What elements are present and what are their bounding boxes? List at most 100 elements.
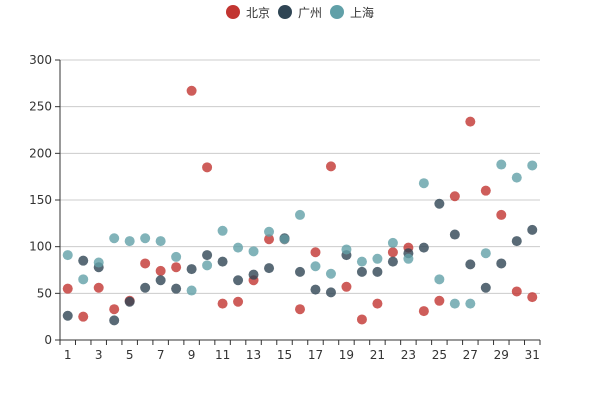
x-tick-label: 17	[308, 348, 323, 362]
scatter-point-series-1	[140, 282, 151, 293]
scatter-point-series-2	[341, 244, 352, 255]
scatter-point-series-2	[62, 250, 73, 261]
x-tick-label: 23	[401, 348, 416, 362]
scatter-point-series-2	[248, 246, 259, 257]
scatter-point-series-2	[387, 237, 398, 248]
scatter-point-series-2	[140, 233, 151, 244]
legend-item-shanghai[interactable]: 上海	[330, 4, 374, 21]
x-tick-label: 5	[126, 348, 134, 362]
scatter-point-series-0	[233, 296, 244, 307]
scatter-point-series-2	[511, 172, 522, 183]
scatter-point-series-0	[62, 283, 73, 294]
scatter-point-series-0	[418, 306, 429, 317]
scatter-point-series-2	[217, 225, 228, 236]
scatter-point-series-0	[295, 304, 305, 315]
y-tick-label: 150	[29, 193, 52, 207]
scatter-point-series-0	[186, 85, 197, 96]
y-tick-label: 200	[29, 146, 52, 160]
y-tick-label: 250	[29, 100, 52, 114]
scatter-point-series-1	[248, 269, 259, 280]
scatter-point-series-0	[465, 116, 476, 127]
scatter-point-series-0	[356, 314, 367, 325]
legend-label-beijing: 北京	[245, 5, 270, 20]
x-tick-label: 3	[95, 348, 103, 362]
scatter-point-series-1	[233, 275, 244, 286]
scatter-point-series-1	[434, 198, 445, 209]
scatter-point-series-0	[171, 262, 182, 273]
scatter-point-series-0	[449, 191, 460, 202]
scatter-point-series-2	[449, 298, 460, 309]
legend: 北京 广州 上海	[0, 3, 600, 21]
legend-label-shanghai: 上海	[350, 5, 375, 20]
x-tick-label: 19	[339, 348, 354, 362]
scatter-point-series-1	[325, 287, 336, 298]
scatter-point-series-2	[202, 260, 213, 271]
x-tick-label: 21	[370, 348, 385, 362]
y-tick-label: 50	[37, 286, 52, 300]
scatter-point-series-1	[62, 310, 73, 321]
scatter-point-series-2	[310, 261, 321, 272]
scatter-point-series-2	[418, 178, 429, 189]
scatter-point-series-0	[511, 286, 522, 297]
scatter-point-series-0	[480, 185, 491, 196]
scatter-point-series-1	[449, 229, 460, 240]
scatter-point-series-1	[171, 283, 182, 294]
scatter-point-series-2	[279, 234, 290, 245]
x-tick-label: 29	[494, 348, 509, 362]
legend-item-beijing[interactable]: 北京	[225, 4, 270, 21]
legend-marker-shanghai	[330, 5, 344, 19]
scatter-point-series-2	[496, 159, 507, 170]
scatter-point-series-1	[387, 256, 398, 267]
x-tick-label: 27	[463, 348, 478, 362]
scatter-point-series-1	[418, 242, 429, 253]
scatter-point-series-0	[93, 282, 104, 293]
scatter-point-series-2	[372, 253, 383, 264]
scatter-point-series-0	[527, 292, 538, 303]
y-tick-label: 100	[29, 240, 52, 254]
scatter-point-series-0	[496, 209, 507, 220]
scatter-point-series-0	[109, 304, 120, 315]
scatter-point-series-2	[264, 226, 275, 237]
scatter-point-series-1	[186, 264, 197, 275]
scatter-point-series-2	[93, 257, 104, 268]
scatter-point-series-2	[171, 251, 182, 262]
legend-item-guangzhou[interactable]: 广州	[277, 4, 322, 21]
x-tick-label: 1	[64, 348, 72, 362]
scatter-point-series-1	[78, 255, 89, 266]
scatter-point-series-1	[480, 282, 491, 293]
scatter-point-series-2	[233, 242, 244, 253]
scatter-point-series-1	[124, 296, 135, 307]
scatter-point-series-1	[356, 266, 367, 277]
y-tick-label: 0	[44, 333, 52, 347]
scatter-point-series-1	[109, 315, 120, 326]
legend-marker-beijing	[225, 5, 240, 19]
scatter-point-series-0	[217, 298, 228, 309]
y-tick-label: 300	[29, 53, 52, 67]
legend-marker-guangzhou	[277, 5, 292, 19]
scatter-point-series-2	[434, 274, 445, 285]
scatter-point-series-1	[496, 258, 507, 269]
scatter-point-series-0	[78, 311, 89, 322]
scatter-point-series-0	[372, 298, 383, 309]
scatter-point-series-1	[465, 259, 476, 270]
scatter-point-series-2	[186, 285, 197, 296]
scatter-point-series-2	[403, 253, 414, 264]
scatter-point-series-2	[527, 160, 538, 171]
scatter-point-series-2	[109, 233, 120, 244]
scatter-point-series-1	[295, 266, 305, 277]
scatter-point-series-0	[341, 281, 352, 292]
scatter-point-series-1	[217, 256, 228, 267]
scatter-point-series-1	[264, 263, 275, 274]
scatter-point-series-2	[78, 274, 89, 285]
scatter-point-series-1	[310, 284, 321, 295]
x-tick-label: 7	[157, 348, 165, 362]
x-tick-label: 31	[525, 348, 540, 362]
scatter-point-series-2	[155, 236, 166, 247]
scatter-point-series-1	[527, 224, 538, 235]
scatter-point-series-0	[140, 258, 151, 269]
scatter-point-series-2	[480, 248, 491, 259]
scatter-point-series-1	[155, 275, 166, 286]
scatter-point-series-0	[387, 247, 398, 258]
legend-label-guangzhou: 广州	[297, 5, 322, 20]
